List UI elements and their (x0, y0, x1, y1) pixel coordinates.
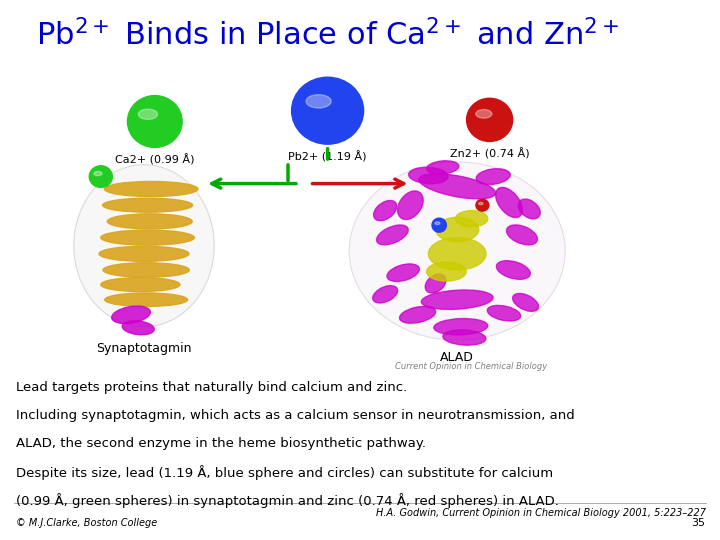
Ellipse shape (409, 167, 448, 184)
Ellipse shape (427, 161, 459, 174)
Text: H.A. Godwin, Current Opinion in Chemical Biology 2001, 5:223–227: H.A. Godwin, Current Opinion in Chemical… (376, 508, 706, 518)
Text: Despite its size, lead (1.19 Å, blue sphere and circles) can substitute for calc: Despite its size, lead (1.19 Å, blue sph… (16, 465, 553, 480)
Ellipse shape (518, 199, 540, 219)
Ellipse shape (467, 98, 513, 141)
Ellipse shape (426, 274, 446, 293)
Ellipse shape (387, 264, 420, 281)
Ellipse shape (349, 162, 565, 340)
Ellipse shape (400, 306, 436, 323)
Ellipse shape (374, 200, 397, 221)
Ellipse shape (476, 199, 489, 211)
Text: Pb2+ (1.19 Å): Pb2+ (1.19 Å) (288, 151, 367, 162)
Ellipse shape (434, 319, 487, 335)
Ellipse shape (89, 166, 112, 187)
Text: ALAD, the second enzyme in the heme biosynthetic pathway.: ALAD, the second enzyme in the heme bios… (16, 437, 426, 450)
Text: Including synaptotagmin, which acts as a calcium sensor in neurotransmission, an: Including synaptotagmin, which acts as a… (16, 409, 575, 422)
Text: Zn2+ (0.74 Å): Zn2+ (0.74 Å) (450, 148, 529, 159)
Ellipse shape (99, 246, 189, 261)
Ellipse shape (507, 225, 537, 245)
Ellipse shape (377, 225, 408, 245)
Ellipse shape (495, 187, 523, 218)
Ellipse shape (127, 96, 182, 147)
Text: 35: 35 (692, 518, 706, 528)
Text: Pb$^{2+}$ Binds in Place of Ca$^{2+}$ and Zn$^{2+}$: Pb$^{2+}$ Binds in Place of Ca$^{2+}$ an… (36, 19, 619, 51)
Ellipse shape (306, 94, 331, 108)
Ellipse shape (513, 293, 539, 312)
Text: Current Opinion in Chemical Biology: Current Opinion in Chemical Biology (395, 362, 548, 371)
Ellipse shape (104, 181, 198, 197)
Ellipse shape (101, 230, 194, 245)
Ellipse shape (436, 217, 479, 241)
Text: Lead targets proteins that naturally bind calcium and zinc.: Lead targets proteins that naturally bin… (16, 381, 407, 394)
Ellipse shape (112, 306, 150, 323)
Ellipse shape (94, 171, 102, 176)
Ellipse shape (426, 262, 467, 281)
Ellipse shape (101, 278, 180, 292)
Ellipse shape (122, 321, 154, 335)
Text: ALAD: ALAD (440, 351, 474, 364)
Ellipse shape (105, 293, 187, 306)
Ellipse shape (432, 218, 446, 232)
Ellipse shape (456, 211, 488, 227)
Text: © M.J.Clarke, Boston College: © M.J.Clarke, Boston College (16, 518, 157, 528)
Text: (0.99 Å, green spheres) in synaptotagmin and zinc (0.74 Å, red spheres) in ALAD.: (0.99 Å, green spheres) in synaptotagmin… (16, 493, 559, 508)
Text: Synaptotagmin: Synaptotagmin (96, 342, 192, 355)
Ellipse shape (435, 222, 440, 225)
Ellipse shape (373, 286, 397, 303)
Ellipse shape (138, 109, 158, 119)
Ellipse shape (476, 168, 510, 185)
Ellipse shape (476, 110, 492, 118)
Ellipse shape (428, 238, 486, 270)
Ellipse shape (496, 261, 531, 279)
Ellipse shape (443, 330, 486, 345)
Ellipse shape (479, 202, 483, 205)
Ellipse shape (292, 77, 364, 144)
Ellipse shape (73, 165, 215, 327)
Ellipse shape (103, 262, 189, 278)
Ellipse shape (107, 214, 192, 229)
Ellipse shape (419, 174, 495, 199)
Ellipse shape (397, 191, 423, 219)
Text: Ca2+ (0.99 Å): Ca2+ (0.99 Å) (115, 154, 194, 165)
Ellipse shape (487, 306, 521, 321)
Ellipse shape (103, 198, 193, 212)
Ellipse shape (421, 290, 493, 309)
